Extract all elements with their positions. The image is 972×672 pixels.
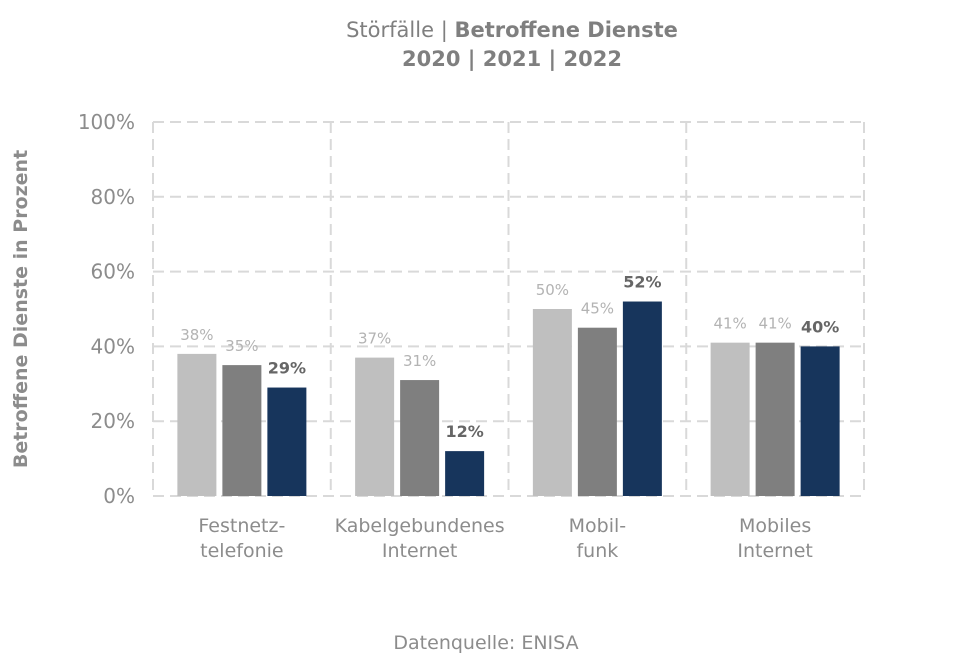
x-tick-label: Festnetz-: [198, 515, 285, 537]
x-tick-label: Internet: [382, 540, 457, 562]
bar: [577, 327, 617, 496]
chart-title-line-1: Störfälle | Betroffene Dienste: [0, 16, 972, 44]
y-tick-label: 100%: [78, 110, 135, 134]
chart-title-years: 2020 | 2021 | 2022: [402, 47, 622, 71]
bar: [445, 451, 485, 496]
x-tick-label: funk: [576, 540, 618, 562]
title-emphasis: Betroffene Dienste: [454, 18, 678, 42]
bar: [532, 309, 572, 496]
y-tick-label: 60%: [91, 260, 135, 284]
bar: [800, 346, 840, 496]
data-label: 45%: [581, 300, 614, 318]
data-label: 41%: [758, 315, 791, 333]
y-tick-label: 40%: [91, 334, 135, 358]
y-axis-title: Betroffene Dienste in Prozent: [10, 150, 32, 468]
x-tick-label: Mobil-: [569, 515, 627, 537]
y-tick-label: 0%: [103, 484, 135, 508]
data-label: 40%: [801, 317, 839, 336]
y-tick-label: 20%: [91, 409, 135, 433]
source-note: Datenquelle: ENISA: [393, 632, 579, 654]
bar: [400, 380, 440, 496]
bar: [355, 357, 395, 496]
data-label: 31%: [403, 352, 436, 370]
x-tick-label: Kabelgebundenes: [335, 515, 505, 537]
chart-title: Störfälle | Betroffene Dienste 2020 | 20…: [0, 16, 972, 74]
data-label: 41%: [713, 315, 746, 333]
data-label: 12%: [445, 422, 483, 441]
data-label: 52%: [623, 273, 661, 292]
title-prefix: Störfälle: [346, 18, 434, 42]
y-tick-label: 80%: [91, 185, 135, 209]
data-label: 35%: [225, 337, 258, 355]
bar: [710, 342, 750, 496]
bar: [177, 353, 217, 496]
data-label: 29%: [268, 359, 306, 378]
data-label: 50%: [536, 281, 569, 299]
data-label: 38%: [180, 326, 213, 344]
bar: [267, 387, 307, 496]
title-separator: |: [440, 18, 448, 42]
bar: [755, 342, 795, 496]
data-label: 37%: [358, 330, 391, 348]
bar: [222, 365, 262, 496]
bar: [622, 301, 662, 496]
x-tick-label: Internet: [737, 540, 812, 562]
x-tick-label: telefonie: [200, 540, 283, 562]
x-tick-label: Mobiles: [739, 515, 811, 537]
